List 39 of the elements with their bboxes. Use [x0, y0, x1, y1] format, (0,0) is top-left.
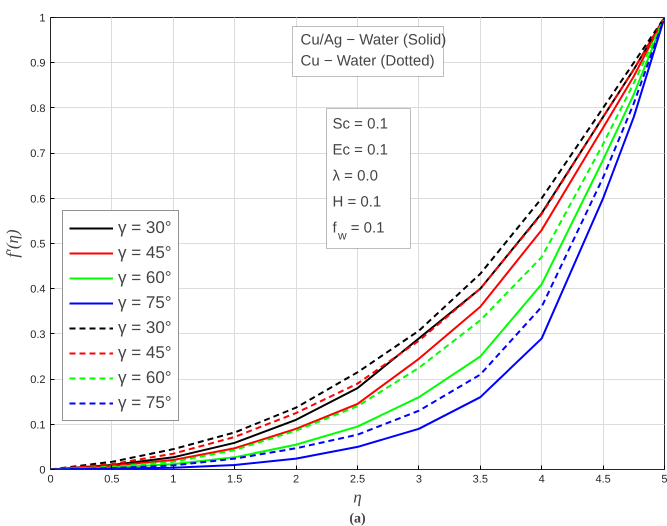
x-tick-label: 5	[661, 474, 667, 486]
legend-label: γ = 75°	[118, 292, 172, 314]
x-tick-label: 3	[416, 474, 422, 486]
y-tick-label: 0.1	[30, 419, 46, 432]
y-tick-label: 0.9	[30, 58, 46, 70]
x-axis-title: η	[353, 488, 362, 506]
x-tick-label: 4	[538, 474, 545, 486]
x-tick-label: 1.5	[227, 474, 242, 486]
x-tick-label: 0	[47, 474, 54, 486]
y-tick-label: 0.3	[30, 328, 46, 341]
text: (a)	[349, 512, 366, 526]
x-tick-label: 4.5	[595, 474, 611, 486]
legend-label: γ = 30°	[118, 217, 172, 239]
legend-label: γ = 30°	[118, 317, 172, 339]
y-tick-label: 0.4	[30, 284, 46, 296]
y-tick-label: 0.5	[30, 238, 46, 250]
x-tick-label: 1	[170, 474, 176, 486]
y-tick-label: 0.8	[30, 102, 46, 115]
annotation: Cu − Water (Dotted)	[300, 52, 435, 70]
annotation: λ = 0.0	[332, 168, 378, 184]
y-tick-label: 0.7	[30, 148, 46, 160]
y-axis-title: f′(η)	[3, 229, 22, 258]
legend-label: γ = 60°	[118, 267, 172, 289]
y-tick-label: 0	[39, 464, 46, 476]
legend-label: γ = 60°	[118, 367, 172, 389]
legend-label: γ = 75°	[118, 392, 172, 414]
y-tick-label: 0.2	[30, 374, 46, 386]
annotation: Sc = 0.1	[332, 116, 388, 132]
y-tick-label: 0.6	[30, 193, 46, 206]
annotation: H = 0.1	[332, 194, 382, 210]
x-tick-label: 2	[293, 474, 300, 486]
annotation: Ec = 0.1	[332, 142, 388, 158]
annotation: Cu/Ag − Water (Solid)	[300, 32, 446, 48]
legend-label: γ = 45°	[118, 242, 172, 264]
legend-label: γ = 45°	[118, 342, 172, 364]
x-tick-label: 3.5	[472, 474, 488, 486]
x-tick-label: 0.5	[104, 474, 120, 486]
x-tick-label: 2.5	[350, 474, 366, 486]
y-tick-label: 1	[39, 12, 46, 24]
